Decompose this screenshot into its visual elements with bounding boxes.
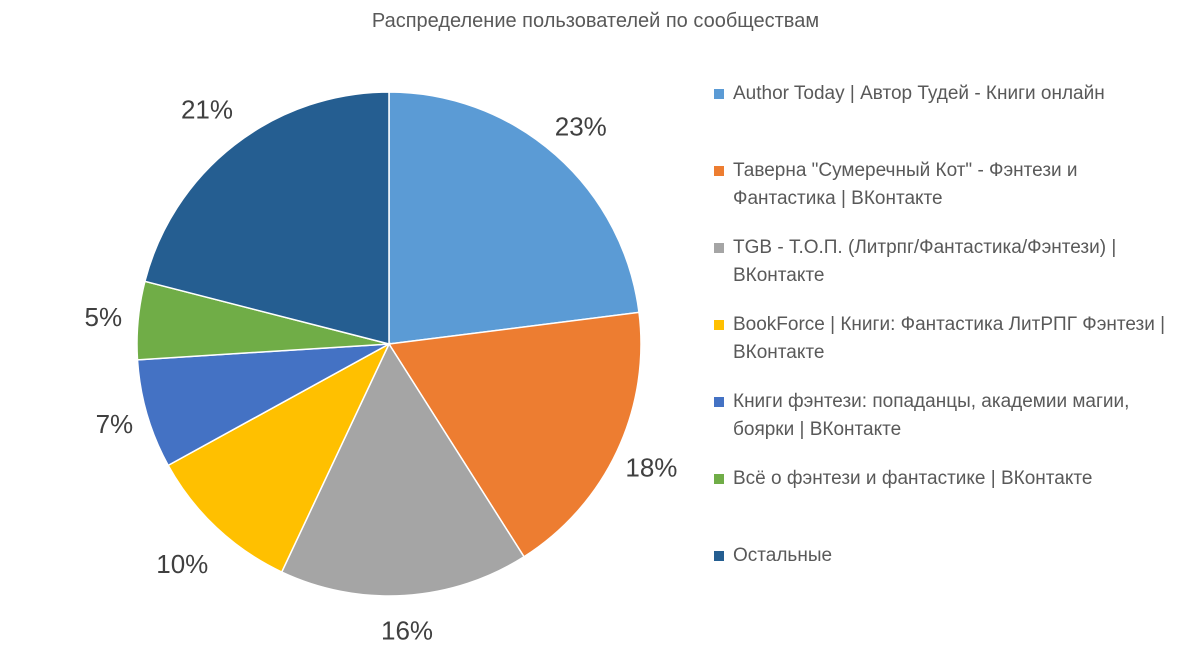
chart-title: Распределение пользователей по сообществ…	[371, 10, 820, 32]
legend-swatch	[714, 243, 724, 253]
slice-percent-label: 21%	[181, 94, 233, 124]
legend-item: Таверна "Сумеречный Кот" - Фэнтези и Фан…	[714, 157, 1174, 213]
legend-swatch	[714, 166, 724, 176]
legend-item: BookForce | Книги: Фантастика ЛитРПГ Фэн…	[714, 311, 1174, 367]
legend-label: TGB - Т.О.П. (Литрпг/Фантастика/Фэнтези)…	[733, 237, 1117, 286]
legend-item: TGB - Т.О.П. (Литрпг/Фантастика/Фэнтези)…	[714, 234, 1174, 290]
legend-label: Author Today | Автор Тудей - Книги онлай…	[733, 83, 1105, 104]
legend-label: Таверна "Сумеречный Кот" - Фэнтези и Фан…	[733, 160, 1078, 209]
pie-slice	[387, 311, 642, 558]
legend-item: Author Today | Автор Тудей - Книги онлай…	[714, 80, 1174, 108]
legend-item: Остальные	[714, 542, 1174, 570]
legend-label: Остальные	[733, 545, 833, 566]
legend-label: BookForce | Книги: Фантастика ЛитРПГ Фэн…	[733, 314, 1166, 363]
slice-percent-label: 16%	[381, 615, 433, 645]
pie-slice	[144, 91, 390, 345]
pie-slice	[280, 342, 526, 597]
legend-label: Книги фэнтези: попаданцы, академии магии…	[733, 391, 1130, 440]
pie-slice	[136, 343, 390, 467]
slice-percent-label: 18%	[625, 452, 677, 482]
legend-swatch	[714, 89, 724, 99]
legend-item: Книги фэнтези: попаданцы, академии магии…	[714, 388, 1174, 444]
pie-slice	[388, 91, 640, 345]
legend-swatch	[714, 551, 724, 561]
legend-swatch	[714, 474, 724, 484]
slice-percent-label: 7%	[96, 409, 134, 439]
slice-percent-label: 5%	[84, 302, 122, 332]
slice-percent-label: 23%	[555, 111, 607, 141]
slice-percent-label: 10%	[156, 549, 208, 579]
legend-item: Всё о фэнтези и фантастике | ВКонтакте	[714, 465, 1174, 493]
legend-swatch	[714, 320, 724, 330]
pie-slice	[167, 342, 391, 574]
legend-label: Всё о фэнтези и фантастике | ВКонтакте	[733, 468, 1093, 489]
legend-swatch	[714, 397, 724, 407]
